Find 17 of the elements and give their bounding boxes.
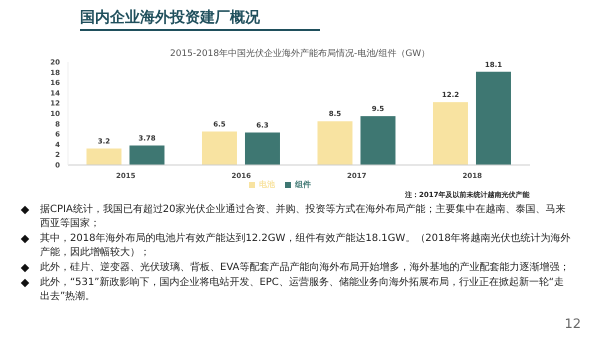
bar [86,148,122,165]
text: 其中，2018年海外布局的电池片有效产能达到12.2GW，组件有效产能达18.1GW。（2018年将越南光伏也统计为海外产能，因此增幅较大）； [40,232,572,260]
bar [432,102,468,165]
text: 此外，硅片、逆变器、光伏玻璃、背板、EVA等配套产品产能向海外布局开始增多，海外基地的产业配套能力逐渐增强； [40,261,570,275]
legend-label: 组件 [295,180,311,189]
bar [202,132,237,165]
text: 12 [564,317,581,332]
bar [476,72,511,165]
bar [317,121,352,165]
chart-title: 国内企业海外投资建厂概况 [80,8,320,31]
bar [244,132,280,165]
text: 据CPIA统计，我国已有超过20家光伏企业通过合资、并购、投资等方式在海外布局产能；主要集中在越南、泰国、马来西亚等国家； [40,203,567,231]
legend-label: 电池 [259,180,275,189]
bar [360,116,396,165]
text: 此外，“531”新政影响下，国内企业将电站开发、EPC、运营服务、储能业务向海外拓展布局，行业正在掀起新一轮“走出去”热潮。 [40,276,565,304]
chart-subtitle: 2015-2018年中国光伏企业海外产能布局情况-电池/组件（GW） [170,48,430,60]
bar [129,146,164,165]
